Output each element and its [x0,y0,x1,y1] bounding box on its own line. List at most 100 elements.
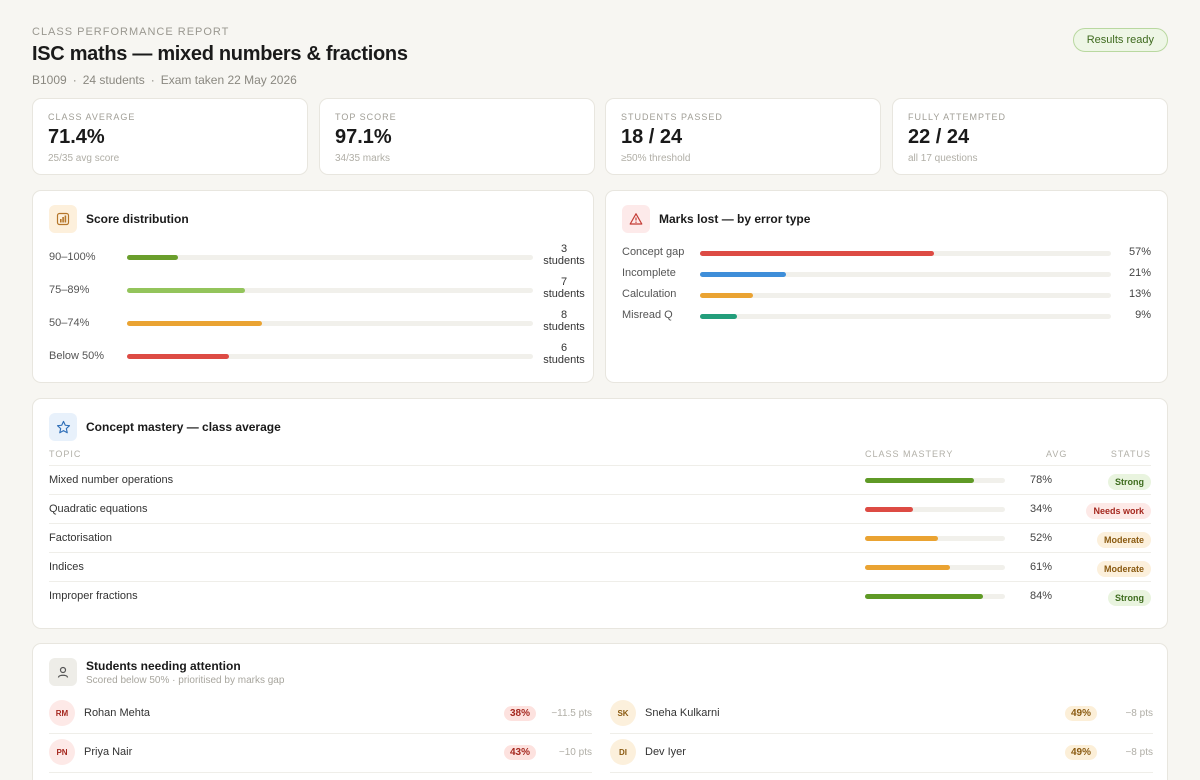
student-row[interactable]: PN Priya Nair 43% −10 pts [49,735,592,773]
stat-label: FULLY ATTEMPTED [908,112,1007,122]
error-label: Incomplete [622,267,676,279]
panel-title: Score distribution [86,212,189,226]
stat-card-students-passed: STUDENTS PASSED 18 / 24 ≥50% threshold [605,98,881,175]
count-number: 7 [560,276,568,288]
star-icon [49,413,77,441]
topic-name: Mixed number operations [49,474,174,486]
stat-card-class-average: CLASS AVERAGE 71.4% 25/35 avg score [32,98,308,175]
count-unit: students [543,255,585,267]
student-count: 24 students [82,73,145,87]
student-row[interactable]: SK Sneha Kulkarni 49% −8 pts [610,696,1153,734]
column-header-status: STATUS [1110,449,1151,459]
distribution-track [127,255,533,260]
user-icon [49,658,77,686]
mastery-avg: 52% [1030,532,1053,544]
count-number: 3 [560,243,568,255]
count-unit: students [543,288,585,300]
mastery-avg: 84% [1030,590,1053,602]
range-label: Below 50% [49,350,105,362]
count-number: 6 [560,342,568,354]
batch-code: B1009 [32,73,67,87]
mastery-avg: 34% [1030,503,1053,515]
status-badge: Strong [1108,474,1151,490]
topic-name: Quadratic equations [49,503,148,515]
panel-header: Students needing attention Scored below … [49,658,284,686]
student-name: Dev Iyer [645,746,686,758]
mastery-track [865,536,1005,541]
mastery-fill [865,594,983,599]
error-label: Misread Q [622,309,673,321]
error-label: Calculation [622,288,677,300]
table-row: Factorisation 52% Moderate [49,523,1151,552]
distribution-fill [127,354,229,359]
report-header: CLASS PERFORMANCE REPORT ISC maths — mix… [32,26,1168,88]
student-name: Sneha Kulkarni [645,707,720,719]
table-row: Mixed number operations 78% Strong [49,465,1151,494]
topic-name: Improper fractions [49,590,138,602]
topic-name: Indices [49,561,84,573]
student-count-label: 8 students [539,309,589,333]
mastery-avg: 61% [1030,561,1053,573]
error-percent: 9% [1135,309,1151,321]
stat-value: 18 / 24 [621,126,683,148]
range-label: 90–100% [49,251,96,263]
distribution-track [127,288,533,293]
mastery-track [865,478,1005,483]
stat-sub: ≥50% threshold [621,153,691,164]
marks-gap: −11.5 pts [551,708,592,719]
error-track [700,314,1111,319]
distribution-fill [127,321,263,326]
range-label: 50–74% [49,317,90,329]
student-count-label: 6 students [539,342,589,366]
distribution-row: 50–74% 8 students [49,309,589,337]
warning-icon [622,205,650,233]
mastery-track [865,565,1005,570]
error-track [700,272,1111,277]
panel-title: Concept mastery — class average [86,420,281,434]
column-header-avg: AVG [1046,449,1068,459]
mastery-track [865,594,1005,599]
report-meta: B1009 · 24 students · Exam taken 22 May 2026 [32,73,297,87]
stat-label: STUDENTS PASSED [621,112,723,122]
avatar: DI [610,739,636,765]
table-row: Improper fractions 84% Strong [49,581,1151,610]
concept-mastery-panel: Concept mastery — class average TOPIC CL… [32,398,1168,629]
panel-header: Score distribution [49,205,189,233]
error-track [700,251,1111,256]
marks-gap: −8 pts [1125,747,1153,758]
panel-header: Marks lost — by error type [622,205,810,233]
stat-value: 22 / 24 [908,126,970,148]
score-distribution-panel: Score distribution 90–100% 3 students 75–89… [32,190,594,383]
stat-value: 71.4% [48,126,105,148]
mastery-fill [865,565,951,570]
count-unit: students [543,321,585,333]
status-badge: Results ready [1072,28,1168,52]
status-badge: Moderate [1096,561,1151,577]
status-badge: Strong [1108,590,1151,606]
student-count-label: 7 students [539,276,589,300]
report-eyebrow: CLASS PERFORMANCE REPORT [32,26,230,38]
student-row[interactable]: DI Dev Iyer 49% −8 pts [610,735,1153,773]
marks-gap: −8 pts [1125,708,1153,719]
panel-title: Marks lost — by error type [659,212,811,226]
exam-date: Exam taken 22 May 2026 [160,73,297,87]
table-row: Quadratic equations 34% Needs work [49,494,1151,523]
stat-sub: 34/35 marks [335,153,391,164]
distribution-fill [127,255,178,260]
score-badge: 38% [503,706,536,721]
avatar: PN [49,739,75,765]
students-attention-panel: Students needing attention Scored below … [32,643,1168,780]
avatar: SK [610,700,636,726]
mastery-track [865,507,1005,512]
error-fill [700,272,787,277]
marks-gap: −10 pts [558,747,592,758]
status-badge: Needs work [1086,503,1151,519]
stat-value: 97.1% [335,126,392,148]
count-number: 8 [560,309,568,321]
distribution-fill [127,288,246,293]
student-row[interactable]: RM Rohan Mehta 38% −11.5 pts [49,696,592,734]
panel-subtitle: Scored below 50% · prioritised by marks … [86,674,285,686]
student-count-label: 3 students [539,243,589,267]
error-percent: 57% [1128,246,1151,258]
score-badge: 49% [1064,745,1097,760]
